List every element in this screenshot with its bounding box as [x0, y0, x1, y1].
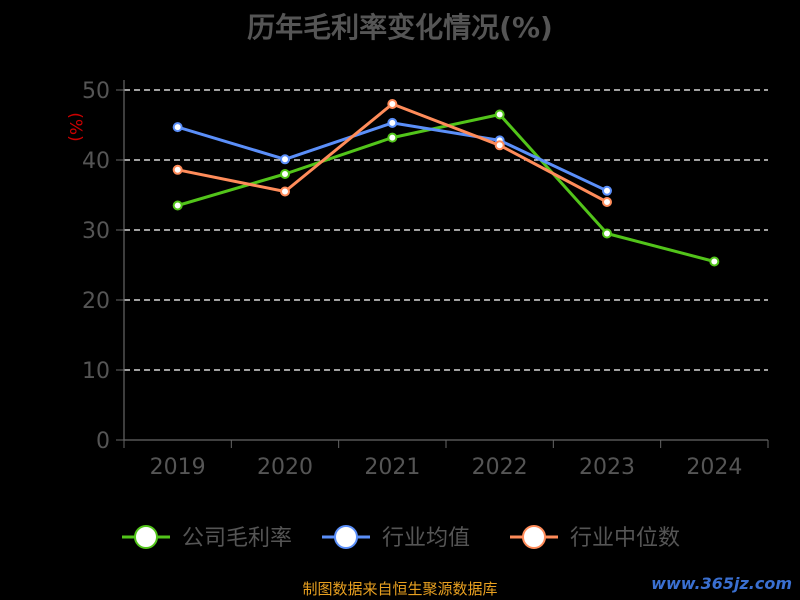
data-point — [602, 228, 612, 239]
legend-label: 公司毛利率 — [182, 526, 292, 551]
y-tick-label: 10 — [82, 359, 110, 384]
x-tick-label: 2022 — [472, 455, 528, 480]
x-tick-label: 2023 — [579, 455, 635, 480]
legend-marker — [522, 525, 546, 549]
tick-labels: 0 10 20 30 40 50 2019 2020 2021 2022 2023 2024 — [82, 79, 742, 480]
x-tick-label: 2024 — [686, 455, 742, 480]
data-point — [494, 109, 505, 120]
watermark: www.365jz.com — [651, 574, 792, 593]
x-tick-label: 2021 — [364, 455, 420, 480]
data-point — [280, 186, 290, 197]
data-point — [172, 164, 183, 175]
legend-marker — [134, 525, 158, 549]
data-point — [280, 154, 290, 165]
y-tick-label: 40 — [82, 149, 110, 174]
series-0 — [172, 109, 720, 267]
legend-marker — [334, 525, 358, 549]
y-tick-label: 0 — [96, 429, 110, 454]
series-line — [177, 113, 715, 263]
data-point — [387, 132, 398, 143]
data-point — [602, 185, 612, 196]
data-point — [280, 169, 290, 179]
legend-item-1[interactable]: 行业均值 — [322, 525, 470, 551]
x-tick-label: 2019 — [150, 455, 206, 480]
legend-item-2[interactable]: 行业中位数 — [510, 525, 680, 551]
x-tick-label: 2020 — [257, 455, 313, 480]
legend-item-0[interactable]: 公司毛利率 — [122, 525, 292, 551]
data-point — [709, 256, 720, 267]
y-tick-label: 50 — [82, 79, 110, 104]
legend[interactable]: 公司毛利率 行业均值 行业中位数 — [122, 525, 680, 551]
legend-label: 行业中位数 — [570, 526, 680, 551]
y-tick-label: 30 — [82, 219, 110, 244]
axes — [116, 80, 769, 448]
series-1 — [172, 117, 612, 196]
series — [172, 99, 720, 267]
data-point — [494, 140, 505, 151]
series-2 — [172, 99, 612, 207]
data-point — [602, 197, 612, 207]
legend-label: 行业均值 — [382, 526, 470, 551]
gridlines — [124, 89, 768, 371]
data-point — [387, 117, 398, 128]
y-axis-label: (%) — [65, 112, 85, 141]
data-point — [387, 99, 398, 109]
source-note: 制图数据来自恒生聚源数据库 — [302, 580, 498, 598]
data-point — [172, 200, 183, 211]
y-tick-label: 20 — [82, 289, 110, 314]
data-point — [172, 122, 183, 133]
chart-title: 历年毛利率变化情况(%) — [247, 11, 553, 44]
